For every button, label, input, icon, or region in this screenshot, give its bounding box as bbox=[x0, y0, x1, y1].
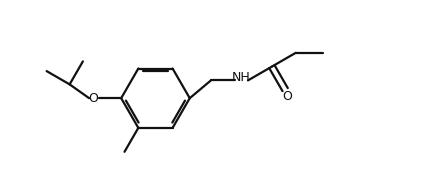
Text: NH: NH bbox=[231, 71, 250, 84]
Text: O: O bbox=[89, 92, 98, 105]
Text: O: O bbox=[281, 90, 291, 103]
